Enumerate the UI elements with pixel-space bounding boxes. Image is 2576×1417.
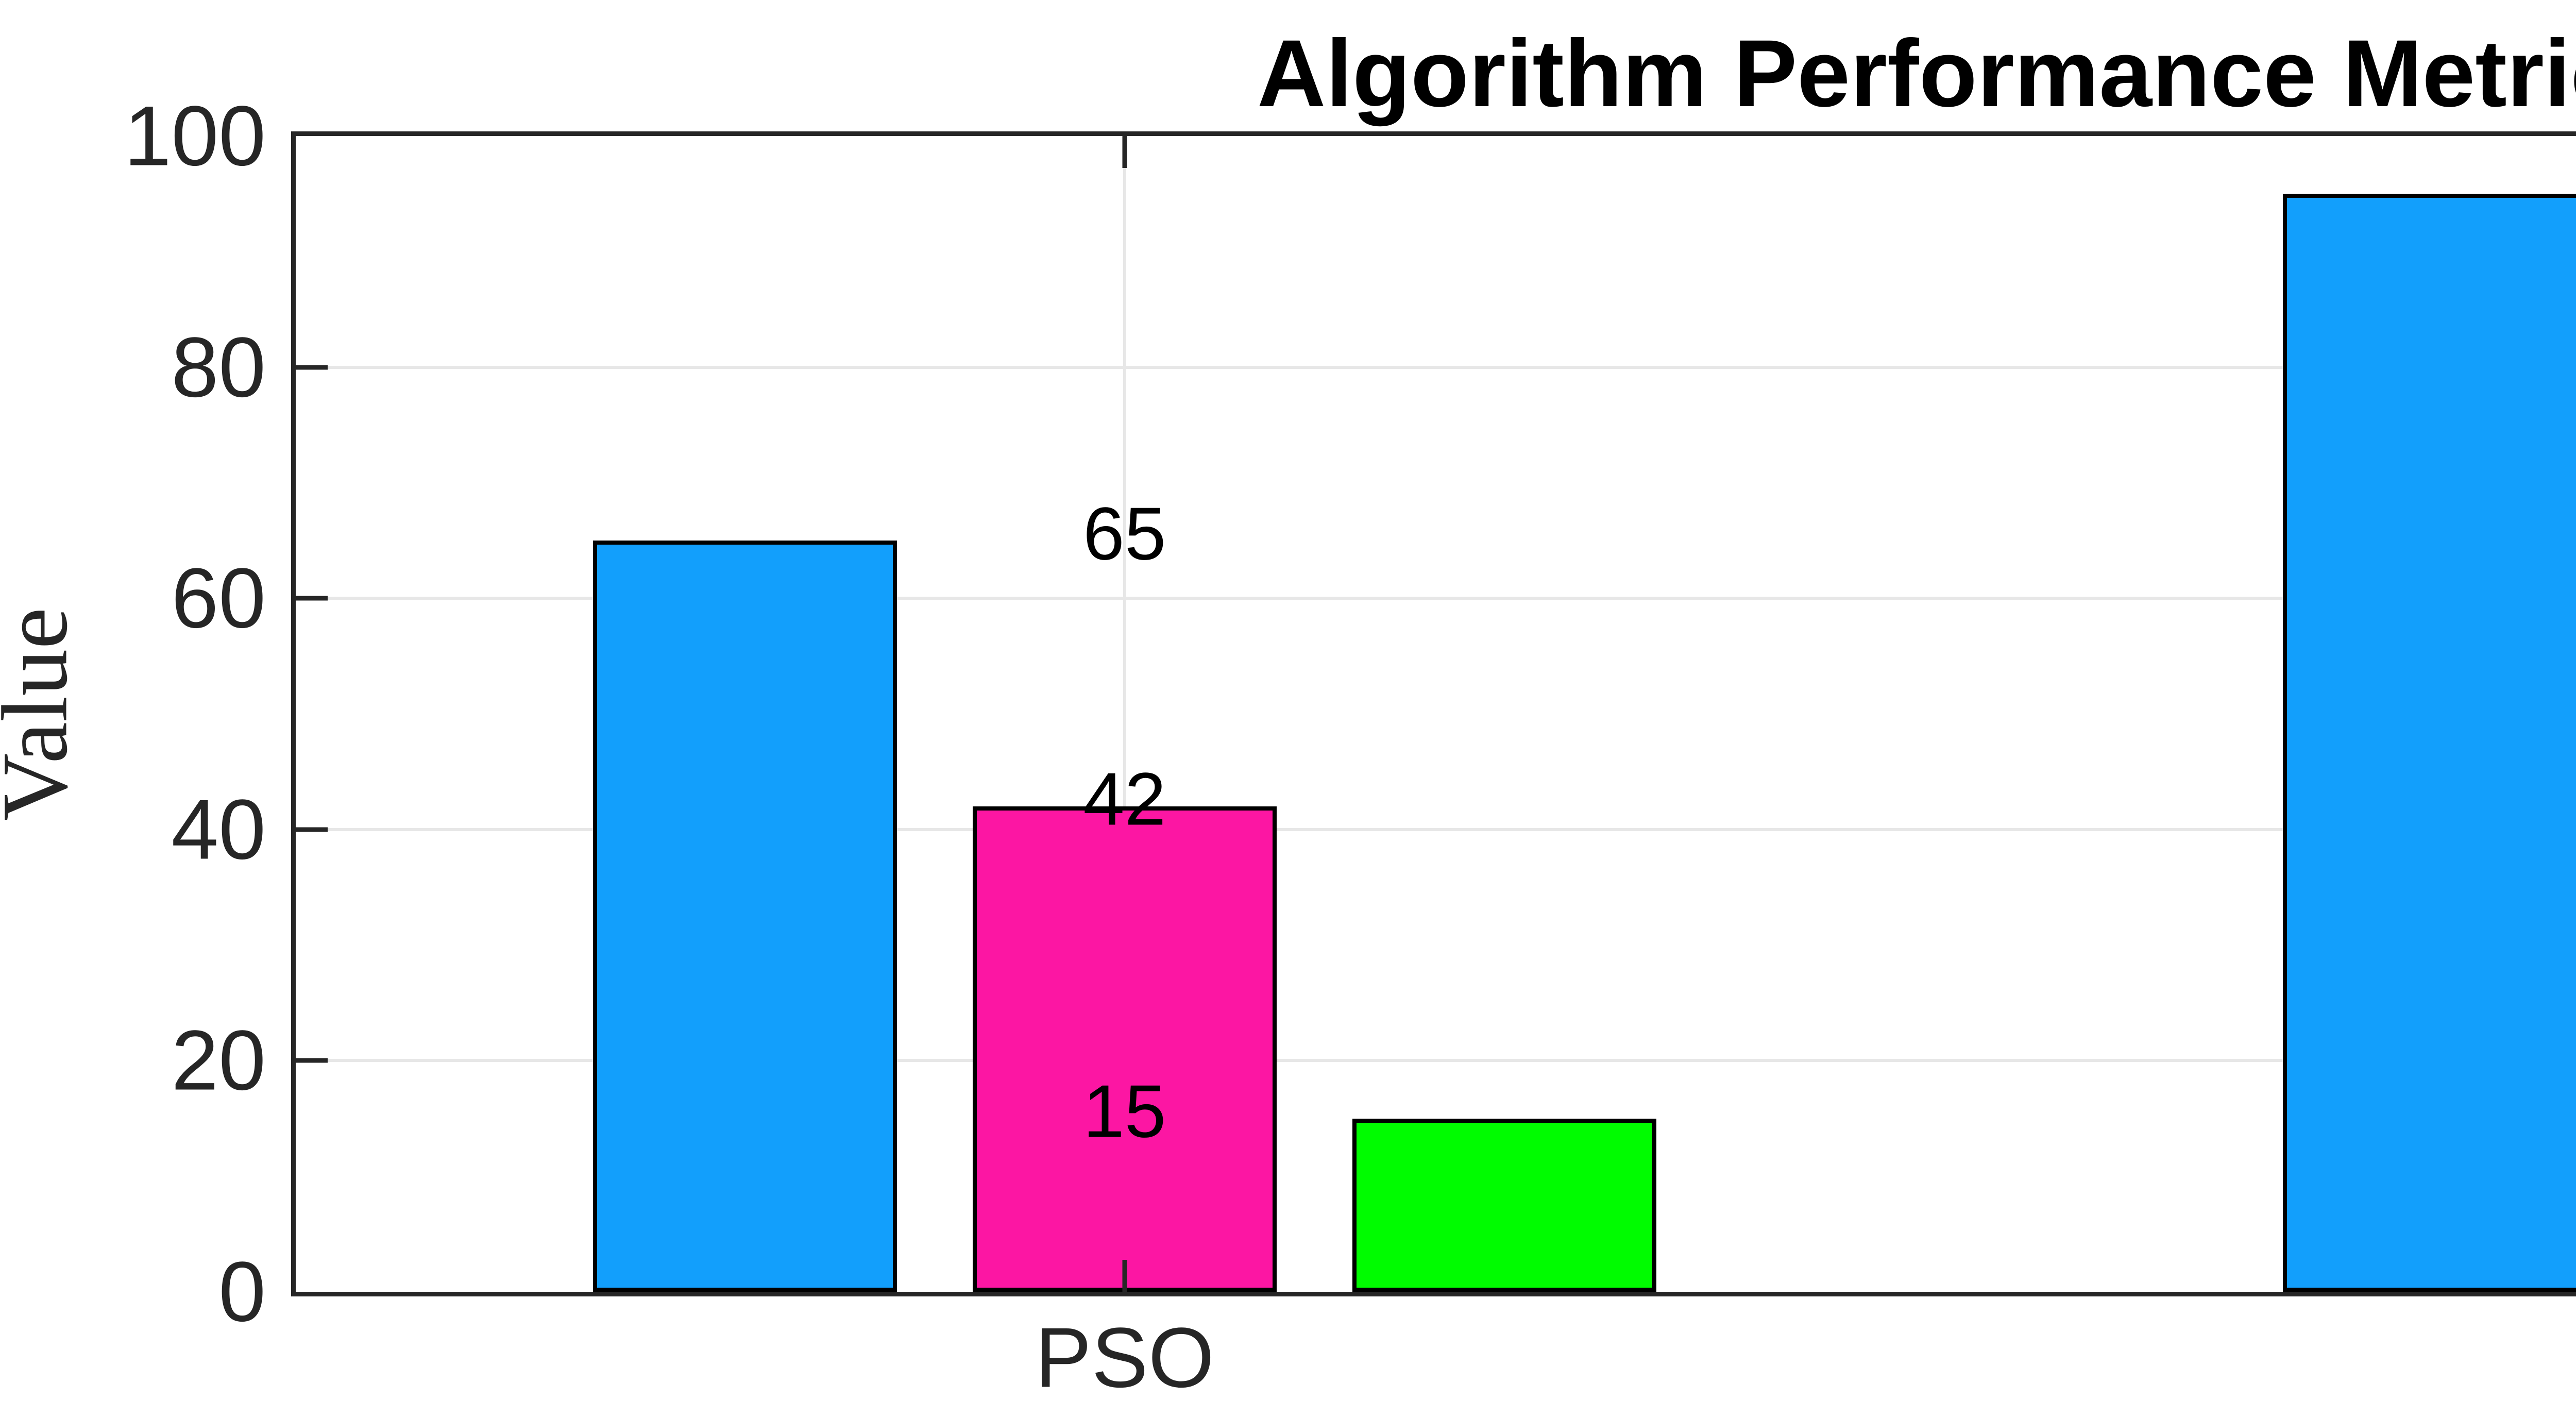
y-tick-label-20: 20 <box>171 1013 266 1108</box>
y-tick-label-80: 80 <box>171 319 266 415</box>
bar-value-label-pso-constraint-violations: 15 <box>1083 1069 1166 1153</box>
y-axis-label: Value <box>0 607 87 821</box>
y-tick-label-60: 60 <box>171 550 266 646</box>
x-tick-label-pso: PSO <box>1035 1310 1214 1405</box>
bar-pso-avg-iterations <box>972 806 1277 1292</box>
bar-value-label-pso-global-optimum-%: 65 <box>1083 492 1166 576</box>
x-tick-bottom-pso <box>1122 1260 1127 1292</box>
v-gridline-pso <box>1123 136 1126 1292</box>
bar-value-label-pso-avg-iterations: 42 <box>1083 757 1166 841</box>
plot-area: Global Optimum (%)Avg. IterationsConstra… <box>124 93 2576 1400</box>
h-gridline-80 <box>296 365 2576 369</box>
bar-pso-global-optimum-% <box>592 541 897 1292</box>
bar-pso-constraint-violations <box>1352 1118 1656 1292</box>
chart-title: Algorithm Performance Metrics <box>1257 21 2576 127</box>
y-tick-left-80 <box>296 365 328 370</box>
bar-smo-global-optimum-% <box>2283 194 2576 1292</box>
y-tick-label-0: 0 <box>218 1244 266 1339</box>
h-gridline-20 <box>296 1059 2576 1062</box>
y-tick-left-20 <box>296 1058 328 1063</box>
y-tick-left-40 <box>296 827 328 832</box>
y-tick-label-40: 40 <box>171 782 266 877</box>
h-gridline-40 <box>296 828 2576 831</box>
h-gridline-60 <box>296 597 2576 600</box>
x-tick-top-pso <box>1122 136 1127 168</box>
y-tick-left-60 <box>296 596 328 601</box>
y-tick-label-100: 100 <box>124 88 266 183</box>
